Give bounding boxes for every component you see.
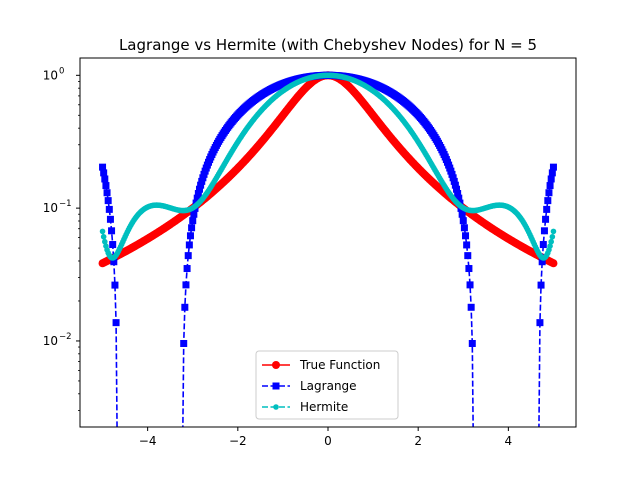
- data-point: [549, 233, 556, 240]
- data-point: [546, 182, 554, 190]
- data-point: [184, 252, 192, 260]
- data-point: [197, 181, 205, 189]
- data-point: [186, 232, 194, 240]
- data-point: [193, 194, 201, 202]
- data-point: [111, 281, 119, 289]
- legend: True Function Lagrange Hermite: [255, 350, 399, 420]
- data-point: [183, 265, 191, 273]
- data-point: [108, 227, 116, 235]
- legend-label: Hermite: [300, 400, 348, 414]
- data-point: [540, 227, 548, 235]
- y-tick-label: 10: [43, 334, 58, 348]
- data-point: [466, 281, 474, 289]
- data-point: [180, 339, 188, 347]
- legend-box: [255, 350, 399, 420]
- data-point: [550, 228, 557, 235]
- data-point: [190, 210, 198, 218]
- y-tick-label: 10: [43, 68, 58, 82]
- series-hermite: [99, 72, 557, 261]
- data-point: [468, 339, 476, 347]
- x-tick-label: −2: [229, 434, 247, 448]
- data-point: [463, 241, 471, 249]
- series-layer: [98, 71, 558, 427]
- data-point: [102, 238, 108, 245]
- legend-label: Lagrange: [300, 379, 357, 393]
- data-point: [106, 215, 114, 223]
- data-point: [194, 190, 202, 198]
- data-point: [536, 319, 544, 327]
- data-point: [545, 189, 553, 197]
- x-tick-label: 2: [414, 434, 422, 448]
- data-point: [538, 258, 546, 266]
- data-point: [100, 169, 108, 177]
- legend-marker: [272, 382, 280, 390]
- x-tick-label: 4: [505, 434, 513, 448]
- data-point: [464, 252, 472, 260]
- data-point: [537, 281, 545, 289]
- chart-title: Lagrange vs Hermite (with Chebyshev Node…: [119, 36, 537, 54]
- x-axis: −4 −2 0 2 4: [139, 427, 512, 448]
- data-point: [449, 174, 457, 182]
- data-point: [453, 185, 461, 193]
- data-point: [182, 281, 190, 289]
- data-point: [539, 241, 547, 249]
- data-point: [189, 217, 197, 225]
- data-point: [467, 303, 475, 311]
- y-tick-label: 10: [43, 201, 58, 215]
- data-point: [181, 303, 189, 311]
- data-point: [103, 189, 111, 197]
- data-point: [547, 243, 553, 249]
- data-point: [198, 177, 206, 185]
- data-point: [454, 190, 462, 198]
- data-point: [465, 265, 473, 273]
- data-point: [185, 241, 193, 249]
- data-point: [549, 163, 557, 171]
- x-tick-label: −4: [139, 434, 157, 448]
- data-point: [105, 205, 113, 213]
- data-point: [544, 197, 552, 205]
- data-point: [462, 232, 470, 240]
- data-point: [548, 169, 556, 177]
- data-point: [459, 217, 467, 225]
- y-tick-exponent: −1: [59, 199, 72, 209]
- data-point: [460, 224, 468, 232]
- y-tick-exponent: 0: [59, 66, 64, 76]
- data-point: [101, 175, 109, 183]
- data-point: [110, 258, 118, 266]
- legend-marker: [273, 404, 279, 410]
- legend-marker: [272, 361, 280, 369]
- data-point: [195, 185, 203, 193]
- data-point: [451, 181, 459, 189]
- data-point: [458, 210, 466, 218]
- data-point: [450, 177, 458, 185]
- data-point: [100, 233, 107, 240]
- data-point: [109, 241, 117, 249]
- data-point: [455, 194, 463, 202]
- data-point: [99, 163, 107, 171]
- x-tick-label: 0: [324, 434, 332, 448]
- data-point: [542, 215, 550, 223]
- data-point: [99, 228, 106, 235]
- data-point: [547, 175, 555, 183]
- legend-label: True Function: [299, 358, 380, 372]
- data-point: [549, 259, 558, 268]
- data-point: [104, 197, 112, 205]
- data-point: [188, 224, 196, 232]
- data-point: [543, 205, 551, 213]
- data-point: [112, 319, 120, 327]
- y-tick-exponent: −2: [59, 332, 72, 342]
- data-point: [548, 238, 554, 245]
- data-point: [102, 182, 110, 190]
